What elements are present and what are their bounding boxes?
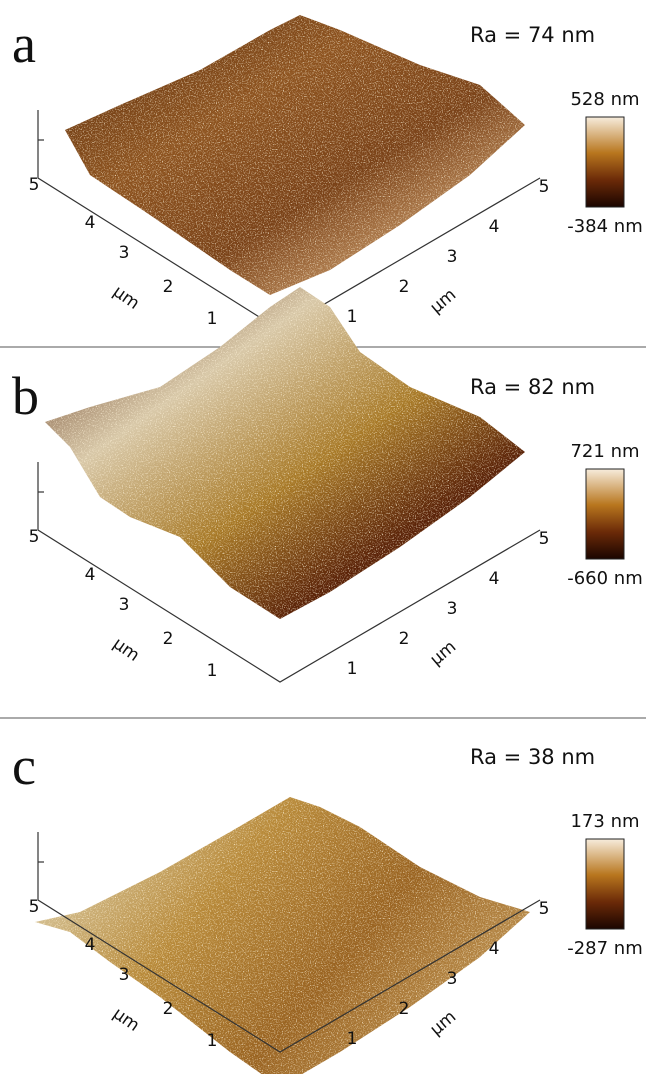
- left-axis-unit: μm: [109, 634, 143, 666]
- left-axis-unit: μm: [109, 282, 143, 314]
- panel: c Ra = 38 nm 173 nm -287 nm 1 2 3 4 5 1 2 3 4 5 μm μm: [12, 736, 643, 1074]
- colorbar-min: -660 nm: [567, 568, 643, 589]
- colorbar-max: 528 nm: [570, 89, 639, 110]
- left-axis-tick: 5: [29, 897, 40, 917]
- right-axis-unit: μm: [426, 1007, 460, 1040]
- page: {"panels": [ {"label": "a", "roughness":…: [0, 0, 646, 1074]
- panel-label: a: [12, 14, 36, 74]
- colorbar-max: 721 nm: [570, 441, 639, 462]
- left-axis-tick: 5: [29, 175, 40, 195]
- right-axis-tick: 3: [447, 247, 458, 267]
- right-axis-tick: 5: [539, 177, 550, 197]
- right-axis-tick: 1: [347, 1029, 358, 1049]
- panel: a Ra = 74 nm 528 nm -384 nm 1 2 3 4 5 1 2 3 4 5 μm μm: [12, 14, 643, 330]
- right-axis-unit: μm: [426, 285, 460, 318]
- right-axis-tick: 1: [347, 307, 358, 327]
- surface-texture: [45, 287, 525, 619]
- left-axis-tick: 3: [119, 595, 130, 615]
- panel: b Ra = 82 nm 721 nm -660 nm 1 2 3 4 5 1 2 3 4 5 μm μm: [12, 287, 643, 682]
- left-axis-tick: 4: [85, 935, 96, 955]
- right-axis-tick: 1: [347, 659, 358, 679]
- right-axis-tick: 3: [447, 969, 458, 989]
- right-axis-tick: 5: [539, 899, 550, 919]
- colorbar-min: -384 nm: [567, 216, 643, 237]
- left-axis-tick: 2: [163, 999, 174, 1019]
- right-axis-tick: 2: [399, 629, 410, 649]
- left-axis-tick: 3: [119, 965, 130, 985]
- colorbar: [586, 469, 624, 559]
- right-axis-tick: 3: [447, 599, 458, 619]
- left-axis-tick: 1: [207, 1031, 218, 1051]
- right-axis-tick: 5: [539, 529, 550, 549]
- right-axis-tick: 2: [399, 999, 410, 1019]
- colorbar-max: 173 nm: [570, 811, 639, 832]
- colorbar: [586, 117, 624, 207]
- roughness: Ra = 74 nm: [470, 23, 595, 47]
- left-axis-tick: 1: [207, 309, 218, 329]
- left-axis-tick: 4: [85, 213, 96, 233]
- roughness: Ra = 38 nm: [470, 745, 595, 769]
- left-axis-tick: 3: [119, 243, 130, 263]
- left-axis-tick: 4: [85, 565, 96, 585]
- colorbar-min: -287 nm: [567, 938, 643, 959]
- surface-texture: [35, 797, 530, 1074]
- panel-label: c: [12, 736, 36, 796]
- roughness: Ra = 82 nm: [470, 375, 595, 399]
- figure: a Ra = 74 nm 528 nm -384 nm 1 2 3 4 5 1 2 3 4 5 μm μm b R…: [0, 0, 646, 1074]
- right-axis-tick: 2: [399, 277, 410, 297]
- right-axis-unit: μm: [426, 637, 460, 670]
- left-axis-tick: 5: [29, 527, 40, 547]
- right-axis-tick: 4: [489, 939, 500, 959]
- left-axis-unit: μm: [109, 1004, 143, 1036]
- right-axis-tick: 4: [489, 569, 500, 589]
- left-axis-tick: 1: [207, 661, 218, 681]
- left-axis-tick: 2: [163, 277, 174, 297]
- left-axis-tick: 2: [163, 629, 174, 649]
- right-axis-tick: 4: [489, 217, 500, 237]
- panel-label: b: [12, 366, 39, 426]
- colorbar: [586, 839, 624, 929]
